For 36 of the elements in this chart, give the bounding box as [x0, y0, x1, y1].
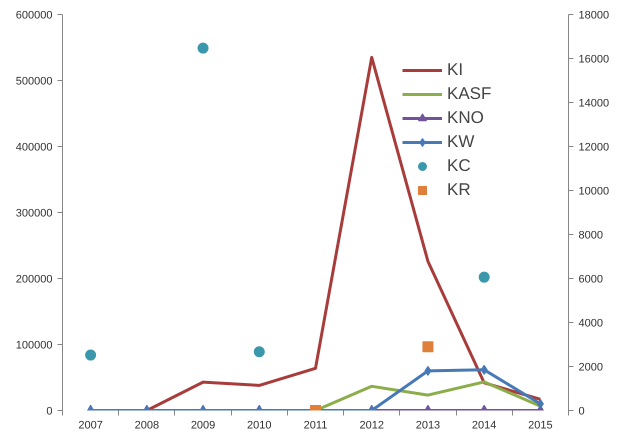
legend-label: KI — [447, 60, 464, 80]
y2-tick-label: 2000 — [578, 362, 603, 374]
point — [198, 42, 209, 54]
x-tick-label: 2014 — [472, 420, 496, 432]
legend-label: KR — [447, 180, 471, 200]
y2-tick-label: 8000 — [578, 230, 603, 242]
y-tick-label: 200000 — [16, 274, 53, 286]
point — [254, 346, 265, 358]
x-tick-label: 2011 — [304, 420, 328, 432]
legend-label: KASF — [447, 84, 492, 104]
y2-tick-label: 4000 — [578, 318, 603, 330]
x-tick-label: 2007 — [78, 420, 103, 432]
y-tick-label: 600000 — [16, 10, 53, 22]
x-tick-label: 2012 — [359, 420, 384, 432]
x-tick-label: 2009 — [190, 420, 216, 432]
legend-label: KW — [447, 132, 474, 152]
y2-tick-label: 12000 — [578, 142, 610, 154]
y-tick-label: 300000 — [16, 208, 53, 220]
point — [478, 272, 490, 283]
y-tick-label: 100000 — [16, 340, 53, 352]
legend-label: KNO — [447, 108, 484, 128]
y2-tick-label: 18000 — [578, 10, 610, 22]
x-tick-label: 2013 — [416, 420, 440, 432]
legend-label: KC — [447, 156, 471, 176]
y-tick-label: 400000 — [16, 142, 53, 154]
y2-tick-label: 0 — [578, 406, 585, 418]
x-tick-label: 2008 — [134, 420, 160, 432]
x-tick-label: 2010 — [247, 420, 272, 432]
x-tick-label: 2015 — [528, 420, 553, 432]
y2-tick-label: 16000 — [578, 54, 610, 66]
y2-tick-label: 10000 — [578, 186, 610, 198]
point — [85, 350, 96, 361]
y2-tick-label: 6000 — [578, 274, 603, 286]
y2-tick-label: 14000 — [578, 98, 610, 110]
y-tick-label: 500000 — [16, 76, 53, 88]
y-tick-label: 0 — [46, 406, 53, 418]
